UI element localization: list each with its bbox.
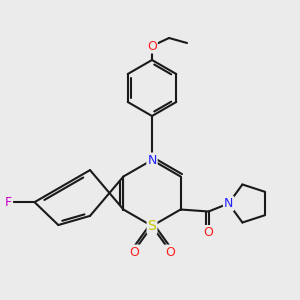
Text: N: N <box>224 197 233 210</box>
Text: O: O <box>129 245 139 259</box>
Text: F: F <box>5 196 12 209</box>
Text: O: O <box>204 226 214 239</box>
Text: N: N <box>147 154 157 166</box>
Text: S: S <box>148 219 156 233</box>
Text: O: O <box>165 245 175 259</box>
Text: O: O <box>147 40 157 52</box>
